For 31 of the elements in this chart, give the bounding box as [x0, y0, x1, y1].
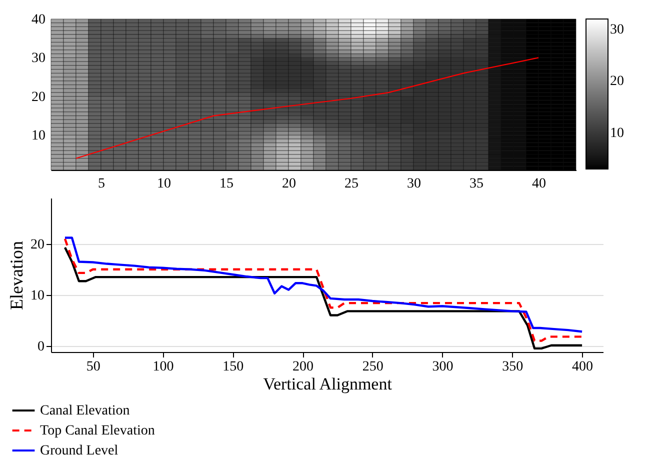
y-tick-label: 30	[32, 51, 46, 66]
x-tick-label: 25	[344, 176, 358, 192]
y-axis-title: Elevation	[6, 241, 26, 310]
y-tick-label: 10	[30, 288, 44, 304]
x-tick-label: 35	[470, 176, 484, 192]
x-tick-label: 30	[407, 176, 421, 192]
y-tick-label: 0	[38, 339, 44, 354]
y-tick-label: 10	[32, 128, 46, 144]
x-tick-label: 50	[86, 360, 100, 374]
legend-label: Top Canal Elevation	[40, 424, 155, 438]
x-tick-label: 150	[222, 360, 244, 374]
x-tick-label: 5	[98, 176, 105, 192]
x-tick-label: 250	[362, 360, 384, 374]
x-tick-label: 300	[432, 360, 454, 374]
x-tick-label: 100	[152, 360, 174, 374]
y-tick-label: 20	[30, 237, 44, 252]
legend-label: Canal Elevation	[40, 404, 130, 418]
x-axis-title: Vertical Alignment	[263, 374, 392, 394]
y-tick-label: 20	[32, 90, 46, 105]
x-tick-label: 40	[532, 176, 546, 192]
x-tick-label: 400	[572, 360, 594, 374]
x-tick-label: 200	[292, 360, 314, 374]
color-bar-label: 30	[610, 22, 624, 38]
x-tick-label: 20	[282, 176, 296, 192]
y-tick-label: 40	[32, 12, 46, 28]
x-tick-label: 10	[157, 176, 171, 192]
color-bar-label: 20	[610, 74, 624, 90]
color-bar-label: 10	[610, 126, 624, 141]
x-tick-label: 350	[502, 360, 524, 374]
x-tick-label: 15	[220, 176, 234, 192]
legend-label: Ground Level	[40, 444, 118, 458]
